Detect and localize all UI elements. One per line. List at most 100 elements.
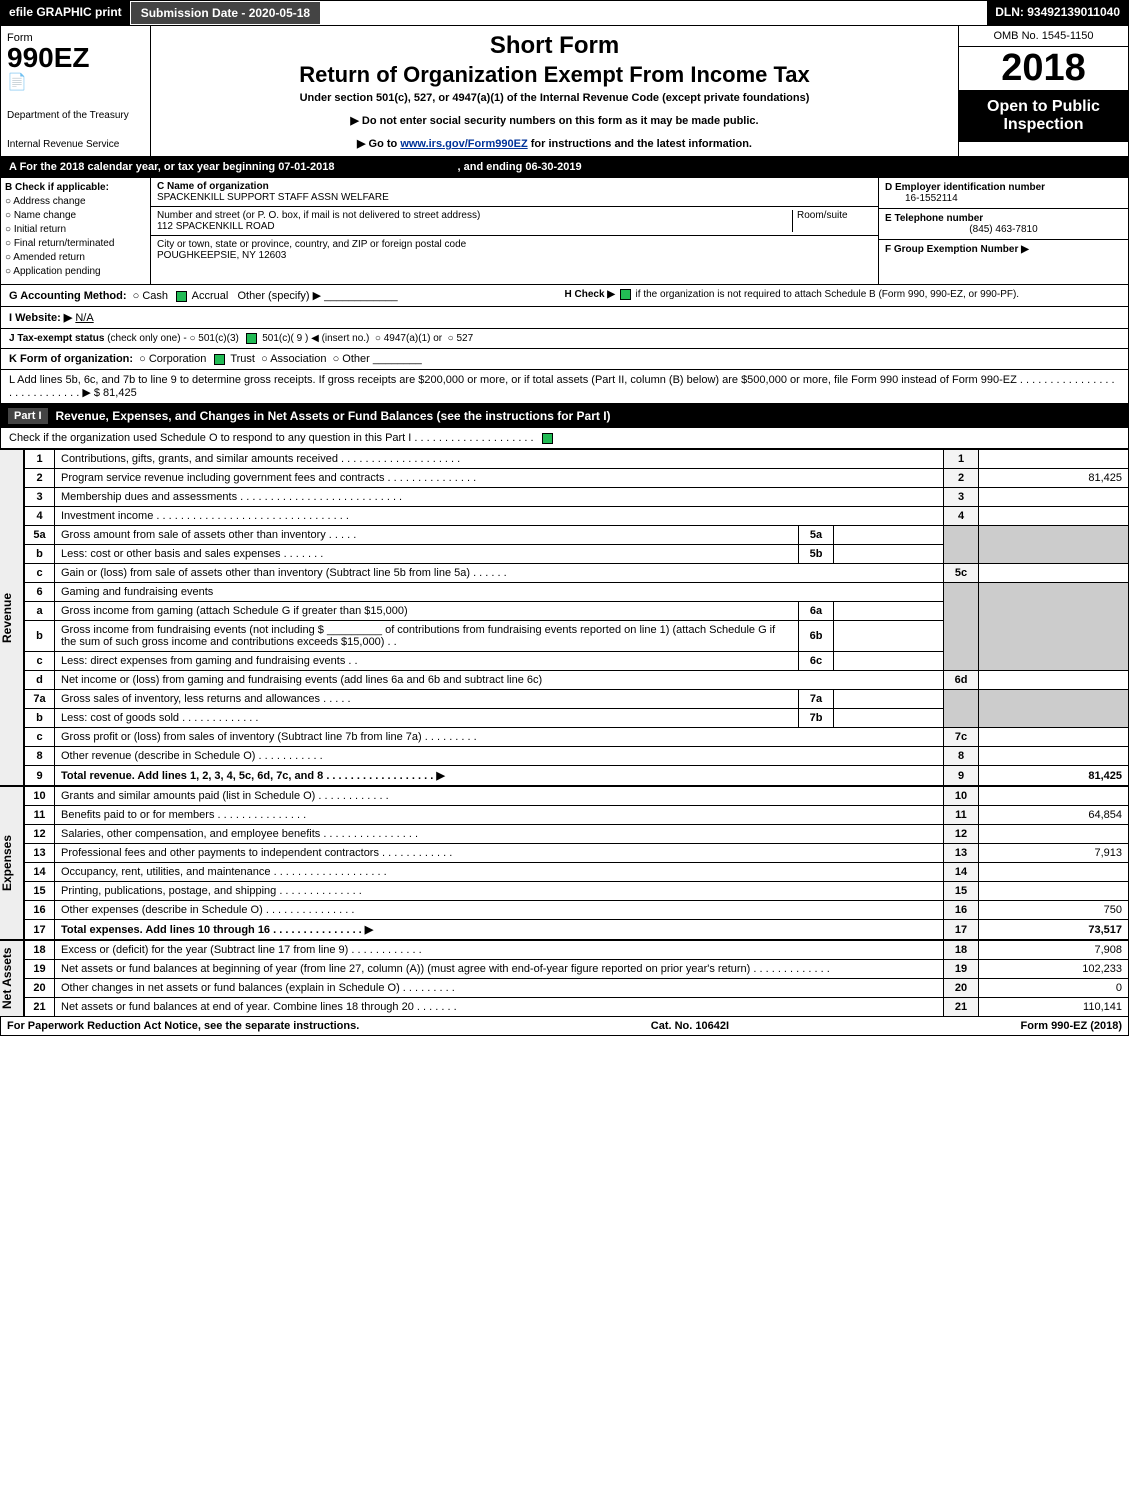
line-5a: 5aGross amount from sale of assets other…: [25, 526, 1129, 545]
city-val: POUGHKEEPSIE, NY 12603: [157, 250, 286, 261]
j-501c-checkbox[interactable]: [246, 333, 257, 344]
l-txt: L Add lines 5b, 6c, and 7b to line 9 to …: [9, 374, 1115, 399]
chk-initial-return[interactable]: Initial return: [5, 224, 146, 235]
line-10: 10Grants and similar amounts paid (list …: [25, 787, 1129, 806]
line-7a: 7aGross sales of inventory, less returns…: [25, 690, 1129, 709]
line-20: 20Other changes in net assets or fund ba…: [25, 979, 1129, 998]
k-trust-checkbox[interactable]: [214, 354, 225, 365]
row-l: L Add lines 5b, 6c, and 7b to line 9 to …: [0, 370, 1129, 404]
goto-pre: ▶ Go to: [357, 138, 400, 150]
line-4: 4Investment income . . . . . . . . . . .…: [25, 507, 1129, 526]
g-accrual: Accrual: [192, 290, 229, 302]
k-other[interactable]: Other: [342, 353, 370, 365]
irs-link[interactable]: www.irs.gov/Form990EZ: [400, 138, 527, 150]
room-lbl: Room/suite: [792, 210, 872, 232]
box-b: B Check if applicable: Address change Na…: [1, 178, 151, 284]
page-footer: For Paperwork Reduction Act Notice, see …: [0, 1017, 1129, 1036]
header-mid: Short Form Return of Organization Exempt…: [151, 26, 958, 156]
addr-val: 112 SPACKENKILL ROAD: [157, 221, 275, 232]
part1-header: Part I Revenue, Expenses, and Changes in…: [0, 404, 1129, 428]
box-f: F Group Exemption Number ▶: [879, 240, 1128, 259]
row-i: I Website: ▶ N/A: [0, 307, 1129, 329]
g-accrual-checkbox[interactable]: [176, 291, 187, 302]
row-g: G Accounting Method: ○ Cash Accrual Othe…: [9, 289, 565, 302]
line-19: 19Net assets or fund balances at beginni…: [25, 960, 1129, 979]
box-b-hdr: B Check if applicable:: [5, 182, 146, 193]
k-corp[interactable]: Corporation: [149, 353, 206, 365]
header-left: Form 990EZ 📄 Department of the Treasury …: [1, 26, 151, 156]
expenses-section: Expenses 10Grants and similar amounts pa…: [0, 786, 1129, 940]
netassets-table: 18Excess or (deficit) for the year (Subt…: [24, 940, 1129, 1017]
j-note: (check only one) -: [107, 333, 186, 344]
j-527[interactable]: 527: [456, 333, 473, 344]
title-return: Return of Organization Exempt From Incom…: [161, 62, 948, 88]
part1-check: Check if the organization used Schedule …: [9, 432, 534, 444]
h-checkbox[interactable]: [620, 289, 631, 300]
k-trust: Trust: [230, 353, 255, 365]
i-lbl: I Website: ▶: [9, 312, 72, 324]
top-bar: efile GRAPHIC print Submission Date - 20…: [0, 0, 1129, 26]
website-val: N/A: [75, 312, 93, 324]
tax-year: 2018: [959, 47, 1128, 90]
box-def: D Employer identification number 16-1552…: [878, 178, 1128, 284]
irs-seal-icon: 📄: [7, 72, 144, 92]
part1-tag: Part I: [8, 408, 48, 424]
netassets-label: Net Assets: [0, 940, 24, 1017]
note-ssn: ▶ Do not enter social security numbers o…: [161, 114, 948, 127]
org-name-row: C Name of organization SPACKENKILL SUPPO…: [151, 178, 878, 207]
chk-name-change[interactable]: Name change: [5, 210, 146, 221]
goto-post: for instructions and the latest informat…: [531, 138, 752, 150]
chk-amended-return[interactable]: Amended return: [5, 252, 146, 263]
row-gh: G Accounting Method: ○ Cash Accrual Othe…: [0, 285, 1129, 307]
org-name: SPACKENKILL SUPPORT STAFF ASSN WELFARE: [157, 192, 389, 203]
chk-final-return[interactable]: Final return/terminated: [5, 238, 146, 249]
k-assoc[interactable]: Association: [270, 353, 326, 365]
g-lbl: G Accounting Method:: [9, 290, 127, 302]
line-21: 21Net assets or fund balances at end of …: [25, 998, 1129, 1017]
header-right: OMB No. 1545-1150 2018 Open to Public In…: [958, 26, 1128, 156]
info-block: B Check if applicable: Address change Na…: [0, 178, 1129, 285]
k-lbl: K Form of organization:: [9, 353, 133, 365]
h-txt: if the organization is not required to a…: [636, 289, 1020, 300]
g-cash[interactable]: Cash: [142, 290, 168, 302]
chk-address-change[interactable]: Address change: [5, 196, 146, 207]
f-lbl: F Group Exemption Number ▶: [885, 244, 1029, 255]
line-15: 15Printing, publications, postage, and s…: [25, 882, 1129, 901]
phone-val: (845) 463-7810: [885, 224, 1122, 235]
addr-row: Number and street (or P. O. box, if mail…: [151, 207, 878, 236]
line-3: 3Membership dues and assessments . . . .…: [25, 488, 1129, 507]
form-number: 990EZ: [7, 44, 144, 72]
part1-checkbox[interactable]: [542, 433, 553, 444]
line-9: 9Total revenue. Add lines 1, 2, 3, 4, 5c…: [25, 766, 1129, 786]
d-lbl: D Employer identification number: [885, 182, 1045, 193]
h-lbl: H Check ▶: [565, 289, 615, 300]
line-14: 14Occupancy, rent, utilities, and mainte…: [25, 863, 1129, 882]
ein-val: 16-1552114: [905, 193, 958, 204]
line-12: 12Salaries, other compensation, and empl…: [25, 825, 1129, 844]
chk-application-pending[interactable]: Application pending: [5, 266, 146, 277]
line-6d: dNet income or (loss) from gaming and fu…: [25, 671, 1129, 690]
period-end: , and ending 06-30-2019: [458, 161, 582, 173]
line-2: 2Program service revenue including gover…: [25, 469, 1129, 488]
title-short-form: Short Form: [161, 32, 948, 60]
footer-right: Form 990-EZ (2018): [1021, 1020, 1122, 1032]
row-h: H Check ▶ if the organization is not req…: [565, 289, 1121, 302]
e-lbl: E Telephone number: [885, 213, 983, 224]
j-501c3[interactable]: 501(c)(3): [198, 333, 239, 344]
dln-label: DLN: 93492139011040: [987, 1, 1128, 25]
c-lbl: C Name of organization: [157, 181, 269, 192]
j-4947[interactable]: 4947(a)(1) or: [384, 333, 442, 344]
submission-date: Submission Date - 2020-05-18: [130, 1, 321, 25]
subtitle: Under section 501(c), 527, or 4947(a)(1)…: [161, 92, 948, 104]
city-row: City or town, state or province, country…: [151, 236, 878, 264]
line-17: 17Total expenses. Add lines 10 through 1…: [25, 920, 1129, 940]
omb-number: OMB No. 1545-1150: [959, 26, 1128, 47]
city-lbl: City or town, state or province, country…: [157, 239, 466, 250]
expenses-table: 10Grants and similar amounts paid (list …: [24, 786, 1129, 940]
irs-label: Internal Revenue Service: [7, 139, 144, 150]
expenses-label: Expenses: [0, 786, 24, 940]
box-c: C Name of organization SPACKENKILL SUPPO…: [151, 178, 878, 284]
j-501c: 501(c)( 9 ) ◀ (insert no.): [262, 333, 369, 344]
revenue-label: Revenue: [0, 449, 24, 786]
form-header: Form 990EZ 📄 Department of the Treasury …: [0, 26, 1129, 157]
